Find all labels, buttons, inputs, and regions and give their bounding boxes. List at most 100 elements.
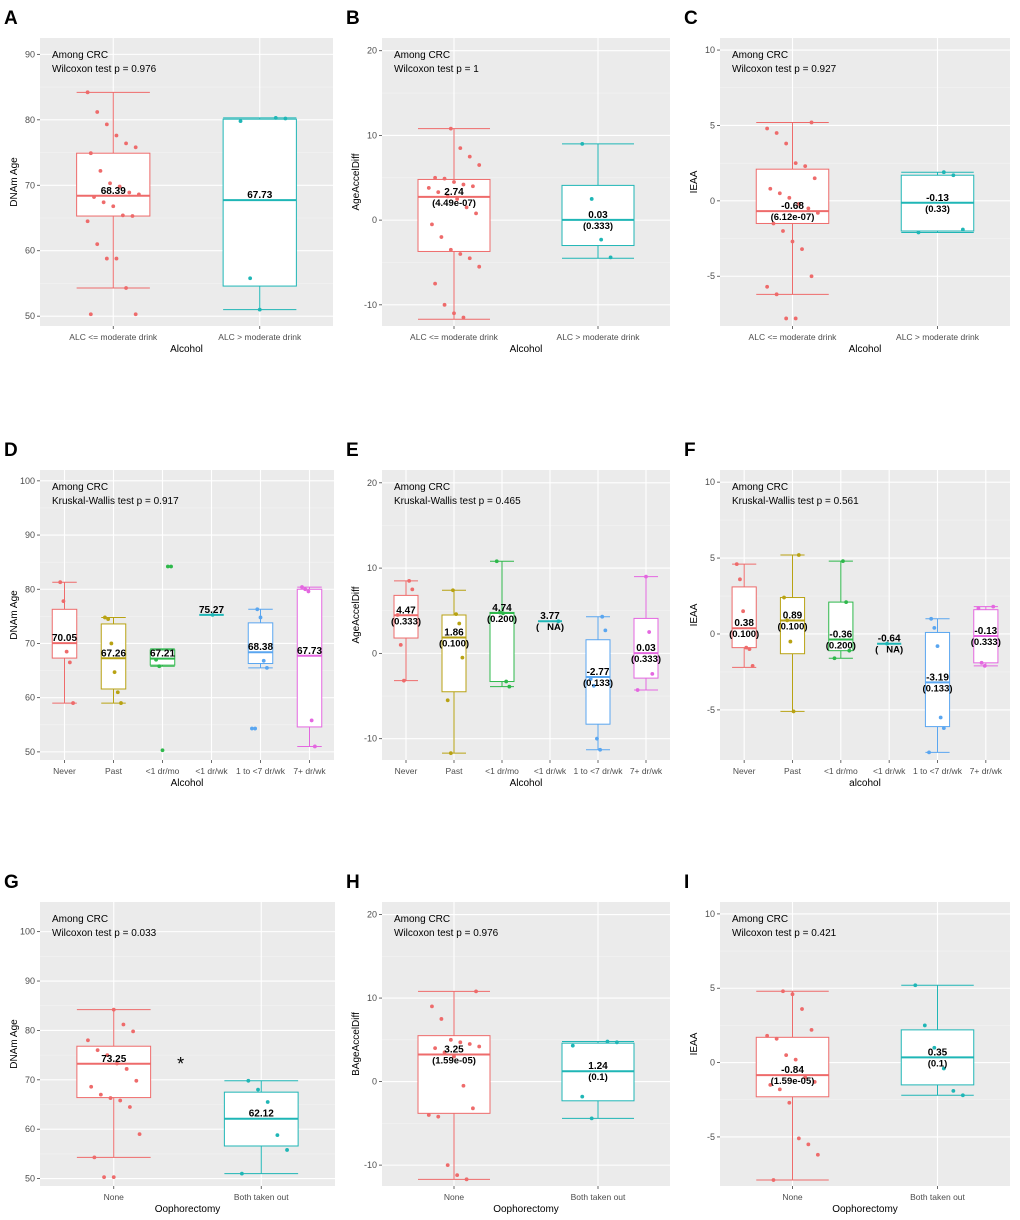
data-point: [781, 989, 785, 994]
x-tick-label: Both taken out: [910, 1192, 965, 1202]
data-point: [815, 211, 820, 215]
x-tick-label: <1 dr/mo: [485, 766, 519, 776]
data-point: [938, 715, 943, 720]
data-point: [494, 559, 499, 564]
box: [417, 178, 491, 252]
median-sublabel: (0.333): [391, 616, 421, 627]
median-label: 1.24: [588, 1061, 608, 1072]
annotation-title: Among CRC: [732, 482, 788, 493]
panel-label: F: [684, 440, 696, 461]
y-tick-label: 90: [25, 530, 35, 540]
data-point: [771, 221, 776, 226]
data-point: [257, 307, 262, 312]
data-point: [265, 665, 269, 670]
plot-background: [720, 470, 1010, 760]
data-point: [300, 585, 304, 589]
y-tick-label: 80: [25, 584, 35, 594]
data-point: [124, 141, 128, 146]
data-point: [734, 562, 739, 567]
box-group: 68.38: [247, 607, 273, 731]
y-tick-label: 10: [705, 909, 715, 919]
data-point: [647, 630, 652, 634]
y-axis-title: DNAm Age: [9, 1019, 20, 1069]
data-point: [960, 1093, 965, 1098]
data-point: [283, 116, 288, 121]
data-point: [436, 190, 441, 195]
box: [489, 611, 515, 683]
data-point: [796, 553, 801, 557]
box-group: 0.35(0.1): [900, 983, 975, 1098]
box-group: 67.73: [222, 115, 297, 312]
y-tick-label: 60: [25, 693, 35, 703]
data-point: [750, 663, 755, 668]
data-point: [275, 1133, 280, 1138]
data-point: [461, 182, 466, 187]
panel-b: B -10 0 10 20 ALC <= moderate drink ALC > mode…: [346, 8, 670, 355]
data-point: [98, 1092, 103, 1097]
x-tick-label: <1 dr/wk: [873, 766, 906, 776]
x-tick-label: 1 to <7 dr/wk: [913, 766, 963, 776]
annotation-test: Wilcoxon test p = 0.927: [732, 64, 837, 75]
x-axis-title: Alcohol: [849, 344, 882, 355]
x-axis-title: Alcohol: [171, 778, 204, 789]
data-point: [765, 284, 770, 289]
box: [76, 1045, 152, 1099]
data-point: [457, 621, 462, 626]
data-point: [88, 312, 93, 317]
box: [779, 597, 806, 655]
data-point: [448, 247, 453, 252]
box-group: 0.89(0.100): [777, 553, 808, 714]
annotation-title: Among CRC: [52, 914, 108, 925]
x-tick-label: None: [444, 1192, 465, 1202]
annotation-title: Among CRC: [732, 914, 788, 925]
median-sublabel: (0.133): [583, 678, 613, 689]
data-point: [103, 615, 107, 620]
data-point: [803, 164, 808, 169]
annotation-title: Among CRC: [394, 482, 450, 493]
y-tick-label: 70: [25, 638, 35, 648]
median-sublabel: (0.33): [925, 204, 950, 215]
data-point: [765, 126, 770, 131]
data-point: [976, 606, 981, 611]
box-group: -0.13(0.333): [971, 604, 1001, 668]
y-tick-label: 100: [20, 476, 35, 486]
data-point: [452, 311, 456, 316]
data-point: [477, 264, 482, 269]
annotation-test: Kruskal-Wallis test p = 0.561: [732, 496, 859, 507]
panel-label: C: [684, 8, 698, 29]
median-label: -3.19: [926, 672, 949, 683]
data-point: [433, 1046, 437, 1051]
y-tick-label: 80: [25, 115, 35, 125]
data-point: [464, 1177, 469, 1182]
data-point: [951, 1088, 956, 1093]
box-group: -3.19(0.133): [922, 616, 953, 755]
data-point: [774, 292, 779, 297]
data-point: [111, 1175, 116, 1180]
x-tick-label: 1 to <7 dr/wk: [574, 766, 624, 776]
y-tick-label: 80: [25, 1025, 35, 1035]
box-group: 75.27: [199, 605, 224, 617]
x-tick-label: <1 dr/wk: [195, 766, 228, 776]
box-group: 1.24(0.1): [561, 1039, 635, 1121]
data-point: [101, 200, 106, 205]
data-point: [793, 161, 798, 166]
data-point: [589, 1116, 594, 1121]
annotation-title: Among CRC: [52, 482, 108, 493]
data-point: [253, 726, 258, 731]
data-point: [265, 1100, 270, 1104]
data-point: [806, 1142, 811, 1147]
data-point: [105, 1053, 110, 1058]
y-axis-title: IEAA: [689, 603, 700, 626]
panel-c: C -5 0 5 10 ALC <= moderate drink ALC > modera…: [684, 8, 1010, 355]
data-point: [109, 641, 114, 646]
box: [417, 1035, 491, 1114]
y-tick-label: -10: [364, 1160, 377, 1170]
data-point: [507, 684, 512, 689]
median-sublabel: ( NA): [536, 622, 564, 633]
y-tick-label: 50: [25, 311, 35, 321]
data-point: [785, 618, 790, 623]
x-tick-label: Past: [105, 766, 123, 776]
data-point: [608, 255, 613, 260]
median-label: 2.74: [444, 187, 464, 198]
median-label: 73.25: [101, 1054, 126, 1065]
